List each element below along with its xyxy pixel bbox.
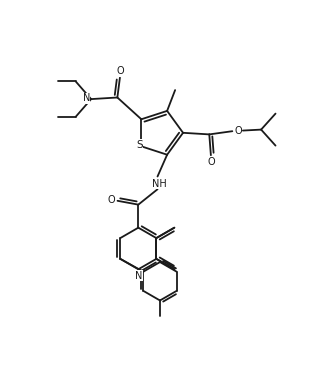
Text: O: O [107,195,115,205]
Text: N: N [135,271,143,281]
Text: NH: NH [152,179,166,189]
Text: N: N [83,93,90,103]
Text: O: O [208,157,215,167]
Text: O: O [234,126,242,136]
Text: O: O [117,66,124,76]
Text: S: S [136,140,143,150]
